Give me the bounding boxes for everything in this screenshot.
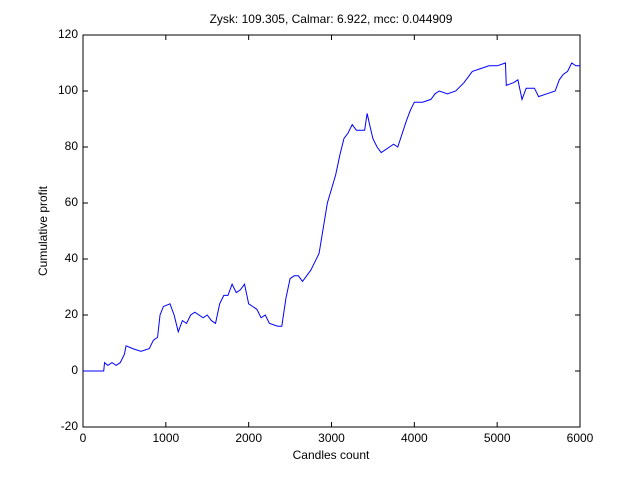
y-tick-label: 120: [58, 27, 78, 41]
x-tick-label: 3000: [318, 431, 345, 445]
x-axis-label: Candles count: [293, 448, 370, 462]
x-tick-label: 0: [80, 431, 87, 445]
data-line: [83, 62, 580, 372]
y-axis-label: Cumulative profit: [36, 185, 50, 276]
y-tick-label: 80: [65, 139, 79, 153]
y-tick-label: 40: [65, 251, 79, 265]
y-tick-label: -20: [61, 419, 79, 433]
y-tick-label: 60: [65, 195, 79, 209]
y-tick-label: 100: [58, 83, 78, 97]
y-tick-label: 0: [71, 363, 78, 377]
plot-box: [82, 34, 581, 428]
x-tick-label: 6000: [567, 431, 594, 445]
x-tick-label: 5000: [484, 431, 511, 445]
x-tick-label: 4000: [401, 431, 428, 445]
x-tick-label: 2000: [235, 431, 262, 445]
x-tick-label: 1000: [152, 431, 179, 445]
chart-title: Zysk: 109.305, Calmar: 6.922, mcc: 0.044…: [210, 12, 453, 26]
y-tick-label: 20: [65, 307, 79, 321]
